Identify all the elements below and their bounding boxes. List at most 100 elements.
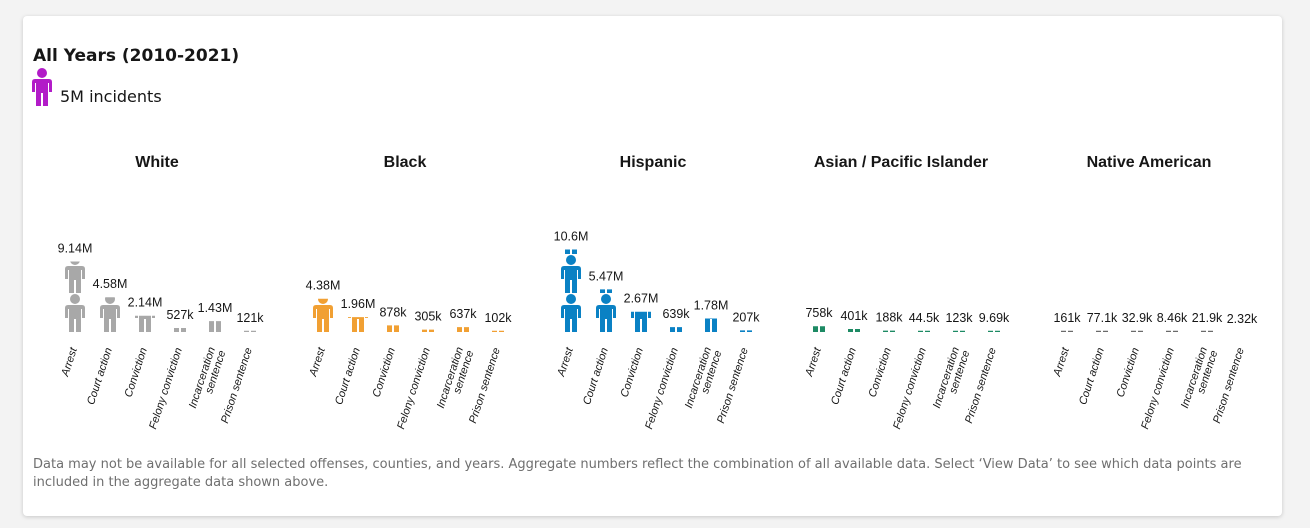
bar-partial-icon	[1201, 330, 1213, 332]
category-label: Conviction	[619, 346, 646, 399]
category-label: Incarcerationsentence	[187, 346, 229, 414]
value-label: 305k	[414, 310, 442, 324]
bar-partial-icon	[492, 330, 504, 332]
category-label: Conviction	[371, 346, 398, 399]
legend-label: 5M incidents	[60, 87, 162, 106]
value-label: 5.47M	[589, 269, 624, 283]
bar-partial-icon	[100, 297, 120, 332]
value-label: 1.43M	[198, 301, 233, 315]
bar-partial-icon	[348, 317, 368, 332]
bar-partial-icon	[422, 329, 434, 332]
value-label: 207k	[732, 310, 760, 324]
value-label: 161k	[1053, 311, 1081, 325]
value-label: 188k	[875, 311, 903, 325]
bar-partial-icon	[174, 327, 186, 332]
value-label: 32.9k	[1122, 311, 1153, 325]
value-label: 527k	[166, 308, 194, 322]
category-label: Felony conviction	[1139, 346, 1177, 431]
category-label: Court action	[581, 346, 611, 406]
bar-partial-icon	[813, 326, 825, 332]
value-label: 878k	[379, 305, 407, 319]
category-label: Arrest	[1051, 345, 1072, 378]
category-label: Court action	[829, 346, 859, 406]
bar-partial-icon	[740, 330, 752, 332]
group-title: Black	[384, 154, 427, 171]
pictogram-chart: White 9.14M Arrest 4.58M Court action 2.14M Co…	[58, 154, 1258, 431]
value-label: 2.14M	[128, 296, 163, 310]
group-native-american: Native American 161k Arrest 77.1k Court acti…	[1051, 154, 1258, 431]
bar-partial-icon	[988, 330, 1000, 332]
group-hispanic: Hispanic 10.6M Arrest 5.47M Court action 2.67…	[554, 154, 761, 431]
bar-partial-icon	[953, 330, 965, 332]
bar-partial-icon	[65, 261, 85, 293]
bar-partial-icon	[670, 327, 682, 332]
category-label: Felony conviction	[147, 346, 185, 431]
category-label: Court action	[1077, 346, 1107, 406]
group-asian-pacific-islander: Asian / Pacific Islander 758k Arrest 401k Co…	[803, 154, 1010, 431]
bar-partial-icon	[631, 311, 651, 332]
bar-partial-icon	[705, 318, 717, 332]
category-label: Felony conviction	[395, 346, 433, 431]
footnote: Data may not be available for all select…	[33, 457, 1242, 490]
category-label: Conviction	[1115, 346, 1142, 399]
value-label: 4.38M	[306, 279, 341, 293]
bar-partial-icon	[918, 330, 930, 332]
bar-partial-icon	[848, 328, 860, 332]
value-label: 1.78M	[694, 298, 729, 312]
bar-partial-icon	[244, 330, 256, 332]
bar-partial-icon	[565, 249, 577, 254]
group-title: White	[135, 154, 179, 171]
value-label: 121k	[236, 311, 264, 325]
bar-icon	[561, 294, 581, 332]
value-label: 123k	[945, 311, 973, 325]
bar-partial-icon	[313, 298, 333, 332]
value-label: 9.69k	[979, 311, 1010, 325]
category-label: Conviction	[867, 346, 894, 399]
category-label: Incarcerationsentence	[683, 346, 725, 414]
value-label: 639k	[662, 307, 690, 321]
person-icon	[32, 68, 52, 106]
value-label: 1.96M	[341, 297, 376, 311]
value-label: 21.9k	[1192, 311, 1223, 325]
bar-partial-icon	[209, 321, 221, 332]
value-label: 77.1k	[1087, 311, 1118, 325]
value-label: 4.58M	[93, 277, 128, 291]
bar-partial-icon	[387, 325, 399, 332]
category-label: Felony conviction	[643, 346, 681, 431]
bar-icon	[596, 294, 616, 332]
value-label: 44.5k	[909, 311, 940, 325]
bar-partial-icon	[883, 330, 895, 332]
category-label: Arrest	[803, 345, 824, 378]
category-label: Arrest	[555, 345, 576, 378]
value-label: 2.32k	[1227, 312, 1258, 326]
category-label: Incarcerationsentence	[435, 346, 477, 414]
legend: 5M incidents	[32, 68, 162, 106]
chart-title: All Years (2010-2021)	[33, 46, 240, 66]
bar-partial-icon	[135, 315, 155, 332]
value-label: 10.6M	[554, 229, 589, 243]
bar-partial-icon	[457, 327, 469, 332]
group-white: White 9.14M Arrest 4.58M Court action 2.14M Co…	[58, 154, 265, 431]
value-label: 8.46k	[1157, 311, 1188, 325]
bar-icon	[561, 255, 581, 293]
group-title: Asian / Pacific Islander	[814, 154, 988, 171]
group-title: Native American	[1087, 154, 1212, 171]
bar-icon	[65, 294, 85, 332]
category-label: Arrest	[307, 345, 328, 378]
category-label: Incarcerationsentence	[1179, 346, 1221, 414]
bar-partial-icon	[1166, 330, 1178, 332]
bar-partial-icon	[1131, 330, 1143, 332]
group-black: Black 4.38M Arrest 1.96M Court action 878k Con…	[306, 154, 513, 431]
bar-partial-icon	[1096, 330, 1108, 332]
value-label: 637k	[449, 307, 477, 321]
category-label: Court action	[85, 346, 115, 406]
value-label: 758k	[805, 306, 833, 320]
value-label: 9.14M	[58, 242, 93, 256]
value-label: 102k	[484, 311, 512, 325]
category-label: Incarcerationsentence	[931, 346, 973, 414]
bar-partial-icon	[1061, 330, 1073, 332]
category-label: Conviction	[123, 346, 150, 399]
value-label: 401k	[840, 309, 868, 323]
value-label: 2.67M	[624, 292, 659, 306]
category-label: Court action	[333, 346, 363, 406]
